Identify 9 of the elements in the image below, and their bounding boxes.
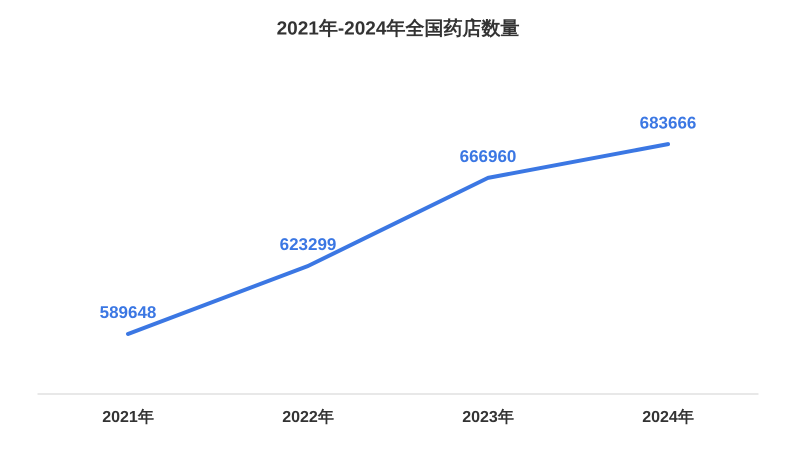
x-tick-label: 2021年 xyxy=(102,408,154,426)
x-tick-label: 2024年 xyxy=(642,408,694,426)
x-tick-label: 2022年 xyxy=(282,408,334,426)
data-label: 623299 xyxy=(280,235,336,254)
data-label: 666960 xyxy=(460,147,516,166)
data-label: 589648 xyxy=(100,303,156,322)
data-label: 683666 xyxy=(640,113,696,132)
chart-title: 2021年-2024年全国药店数量 xyxy=(276,18,520,40)
x-tick-label: 2023年 xyxy=(462,408,514,426)
